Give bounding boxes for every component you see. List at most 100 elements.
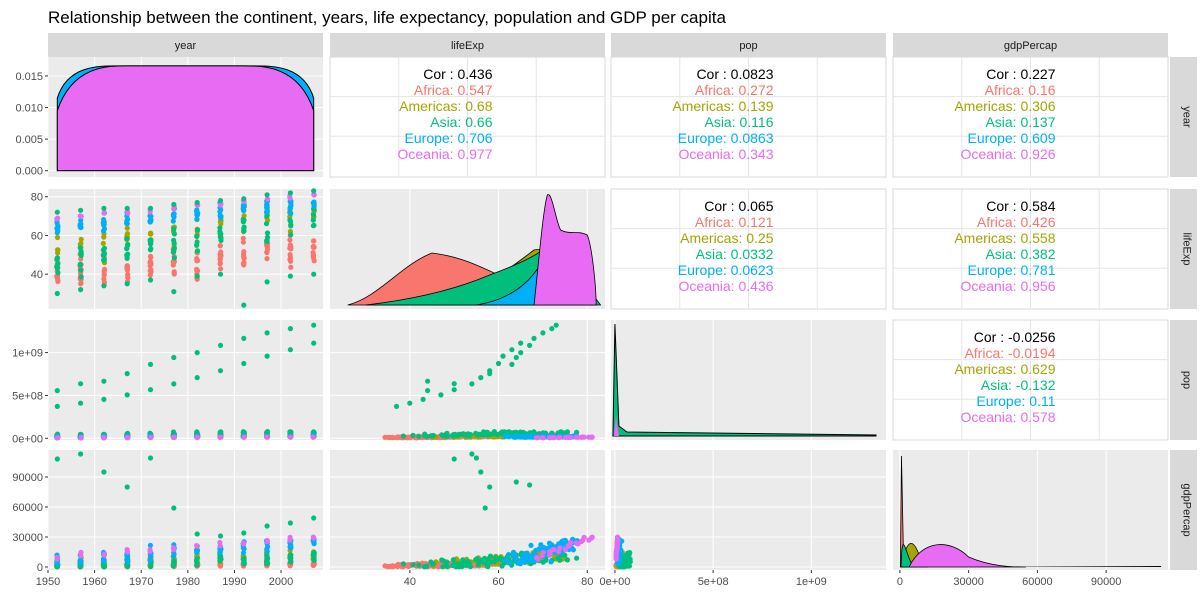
point-asia [487, 484, 493, 490]
x-tick-label: 40 [404, 576, 416, 588]
point-asia [148, 246, 154, 252]
point-asia [574, 555, 580, 561]
point-oceania [565, 543, 571, 549]
point-asia [54, 290, 60, 297]
point-asia [311, 340, 317, 346]
point-asia [311, 271, 317, 277]
strip-right-gdpPercap [1170, 450, 1197, 570]
strip-top-gdpPercap [893, 33, 1168, 57]
point-africa [241, 249, 247, 255]
point-asia [241, 228, 247, 234]
point-oceania [557, 545, 563, 551]
point-asia [124, 205, 130, 211]
point-asia [451, 456, 457, 462]
point-asia [78, 287, 84, 293]
corr-overall: Cor : -0.0256 [974, 329, 1056, 345]
point-europe [148, 217, 154, 223]
point-oceania [310, 534, 316, 540]
corr-group-asia: Asia: 0.0332 [696, 246, 774, 262]
point-oceania [575, 434, 581, 440]
point-europe [263, 209, 270, 215]
corr-group-oceania: Oceania: 0.578 [961, 409, 1056, 425]
point-oceania [589, 434, 595, 440]
point-asia [264, 353, 270, 359]
strip-top-label-year: year [175, 40, 197, 52]
point-asia [264, 238, 270, 244]
corr-group-africa: Africa: -0.0194 [964, 345, 1055, 361]
point-asia [195, 227, 201, 233]
scatter-pop-lifeExp [382, 322, 595, 441]
strip-right-label-gdpPercap: gdpPercap [1181, 483, 1193, 536]
point-asia [400, 561, 407, 567]
point-africa [288, 264, 294, 270]
point-asia [78, 400, 84, 406]
point-africa [148, 269, 154, 275]
point-asia [171, 559, 177, 565]
point-asia [194, 531, 200, 537]
y-tick-label: 0 [37, 562, 43, 574]
strip-right-label-lifeExp: lifeExp [1181, 232, 1193, 265]
point-asia [506, 556, 512, 562]
point-asia [241, 196, 247, 202]
point-asia [54, 388, 60, 394]
point-africa [288, 246, 294, 252]
point-asia [527, 342, 533, 348]
point-oceania [54, 216, 60, 222]
point-asia [240, 556, 246, 562]
point-asia [264, 279, 270, 285]
point-asia [101, 257, 107, 263]
point-asia [240, 429, 246, 435]
corr-group-asia: Asia: 0.137 [985, 114, 1055, 130]
corr-group-africa: Africa: 0.121 [695, 214, 774, 230]
point-asia [55, 270, 61, 276]
y-tick-label: 0.015 [15, 71, 43, 83]
point-americas [124, 225, 130, 231]
point-asia [147, 387, 154, 393]
strip-right-label-pop: pop [1181, 371, 1193, 389]
point-asia [407, 400, 413, 406]
point-europe [194, 207, 200, 213]
point-asia [310, 217, 316, 223]
point-asia [171, 226, 177, 232]
point-oceania [171, 434, 177, 440]
point-asia [451, 381, 457, 387]
point-oceania [217, 202, 223, 208]
corr-overall: Cor : 0.227 [986, 66, 1055, 82]
y-tick-label: 0.010 [15, 103, 43, 115]
point-asia [311, 188, 317, 194]
point-asia [78, 267, 84, 273]
point-asia [531, 335, 537, 341]
point-asia [124, 252, 130, 258]
point-europe [524, 550, 530, 556]
point-asia [194, 199, 200, 206]
point-africa [171, 269, 177, 275]
point-asia [487, 553, 494, 559]
density-pop-oceania [613, 416, 619, 436]
point-africa [240, 235, 246, 241]
point-africa [386, 563, 392, 570]
point-africa [310, 252, 316, 258]
point-asia [506, 429, 512, 435]
point-oceania [549, 434, 556, 440]
point-asia [148, 241, 154, 247]
point-oceania [100, 435, 107, 441]
point-oceania [311, 192, 317, 198]
point-africa [217, 243, 223, 249]
point-asia [288, 222, 294, 228]
density-pop [612, 323, 877, 437]
point-oceania [54, 435, 61, 441]
point-asia [194, 273, 200, 279]
point-asia [263, 221, 270, 227]
point-asia [77, 245, 83, 251]
density-gdp-tail [968, 566, 1162, 567]
corr-group-americas: Americas: 0.25 [680, 230, 774, 246]
point-asia [558, 429, 564, 435]
point-asia [497, 555, 503, 561]
point-asia [487, 368, 493, 374]
panel-bg-pop-pop [611, 320, 886, 440]
point-africa [382, 434, 388, 440]
corr-group-americas: Americas: 0.629 [954, 361, 1055, 377]
point-asia [443, 433, 449, 439]
point-europe [506, 552, 512, 558]
point-africa [218, 249, 224, 255]
